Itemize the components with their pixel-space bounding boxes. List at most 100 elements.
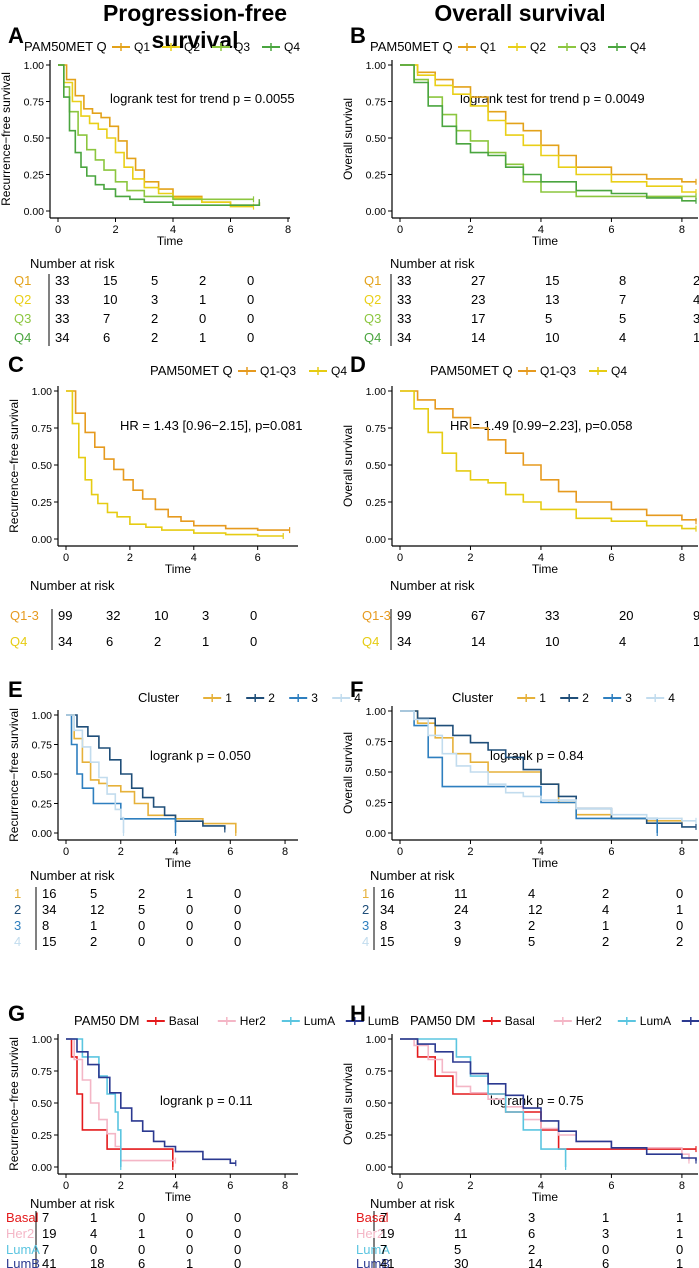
stat-annotation: logrank p = 0.050 [150,748,251,763]
risk-table-title: Number at risk [390,578,475,593]
legend-entry: 2 [268,691,275,705]
y-axis-label: Overall survival [341,1063,355,1145]
x-tick-label: 4 [191,552,197,564]
x-tick-label: 0 [63,846,69,858]
risk-table-title: Number at risk [30,1196,115,1211]
legend-entry: 1 [225,691,232,705]
panel-b: B 0.00 0.25 0.50 0.75 1.00 0 2 4 6 8 Time Overall su… [341,23,699,346]
risk-row-label: 3 [14,918,21,933]
x-tick-label: 4 [170,224,176,236]
risk-cell: 6 [602,1256,609,1268]
risk-cell: 11 [454,1226,468,1241]
km-curve-q1 [58,64,261,206]
risk-cell: 2 [676,934,683,949]
risk-cell: 2 [199,273,206,288]
legend-entry: 3 [311,691,318,705]
risk-cell: 34 [55,330,69,345]
x-axis-label: Time [532,562,559,576]
risk-cell: 16 [42,886,56,901]
risk-cell: 1 [186,886,193,901]
km-curve-q1 [400,64,696,183]
column-header-pfs: Progression-free survival [102,0,288,53]
risk-row-label: 2 [362,902,369,917]
panel-c: C 0.00 0.25 0.50 0.75 1.00 0 2 4 6 Time Recurrence−… [7,352,347,650]
y-tick-label: 1.00 [366,1034,387,1046]
risk-row-label: Q4 [10,634,27,649]
legend: Cluster 1 2 3 4 [138,690,361,705]
risk-cell: 0 [247,311,254,326]
legend-title: PAM50MET Q [150,363,233,378]
risk-row-label: LumA [6,1242,40,1257]
risk-table: Number at risk Q1-3 99 67 33 20 9 Q4 34 14 10 4 1 [362,578,699,650]
y-tick-label: 0.50 [24,133,45,145]
km-curve-3 [66,714,177,833]
risk-cell: 0 [234,1226,241,1241]
risk-cell: 3 [528,1210,535,1225]
risk-cell: 0 [186,918,193,933]
risk-cell: 0 [138,918,145,933]
y-tick-label: 0.50 [366,460,387,472]
risk-cell: 0 [234,886,241,901]
risk-cell: 10 [545,330,559,345]
legend-entry: Q1-Q3 [260,364,296,378]
risk-cell: 12 [90,902,104,917]
legend-title: Cluster [452,690,494,705]
y-tick-label: 1.00 [366,60,387,72]
y-tick-label: 0.00 [32,1162,53,1174]
x-tick-label: 6 [227,846,233,858]
x-tick-label: 2 [467,224,473,236]
y-tick-label: 0.25 [366,798,387,810]
risk-cell: 0 [676,918,683,933]
risk-cell: 5 [619,311,626,326]
x-axis-label: Time [532,1190,559,1204]
risk-cell: 1 [186,1256,193,1268]
risk-cell: 34 [42,902,56,917]
x-tick-label: 6 [608,1180,614,1192]
risk-cell: 6 [528,1226,535,1241]
km-curve-q2 [58,64,254,208]
risk-row-label: LumB [6,1256,40,1268]
x-tick-label: 0 [397,846,403,858]
risk-cell: 24 [454,902,468,917]
risk-cell: 1 [90,1210,97,1225]
risk-cell: 14 [471,634,485,649]
legend-entry: Q2 [184,40,200,54]
risk-cell: 16 [380,886,394,901]
risk-row-label: Basal [356,1210,389,1225]
x-axis-label: Time [165,856,192,870]
x-tick-label: 2 [467,846,473,858]
risk-cell: 18 [90,1256,104,1268]
risk-cell: 2 [138,886,145,901]
x-tick-label: 8 [282,1180,288,1192]
x-tick-label: 6 [255,552,261,564]
legend-entry: LumA [640,1014,671,1028]
y-tick-label: 0.00 [366,828,387,840]
risk-row-label: Q4 [14,330,31,345]
risk-cell: 4 [619,634,626,649]
risk-cell: 33 [397,292,411,307]
y-tick-label: 0.75 [366,97,387,109]
risk-cell: 10 [154,608,168,623]
legend-entry: Q1-Q3 [540,364,576,378]
risk-cell: 2 [151,311,158,326]
y-tick-label: 0.75 [32,1066,53,1078]
risk-cell: 20 [619,608,633,623]
risk-cell: 4 [528,886,535,901]
risk-cell: 7 [380,1210,387,1225]
y-tick-label: 1.00 [366,386,387,398]
column-header-os: Overall survival [434,0,606,26]
risk-cell: 5 [151,273,158,288]
risk-cell: 17 [471,311,485,326]
risk-cell: 13 [545,292,559,307]
panel-letter: C [8,352,24,377]
risk-row-label: Q1-3 [362,608,391,623]
risk-row-label: Her2 [356,1226,384,1241]
legend-entry: Q1 [480,40,496,54]
legend-entry: LumB [368,1014,399,1028]
x-tick-label: 4 [538,1180,544,1192]
legend-entry: Q3 [580,40,596,54]
risk-table-title: Number at risk [30,578,115,593]
